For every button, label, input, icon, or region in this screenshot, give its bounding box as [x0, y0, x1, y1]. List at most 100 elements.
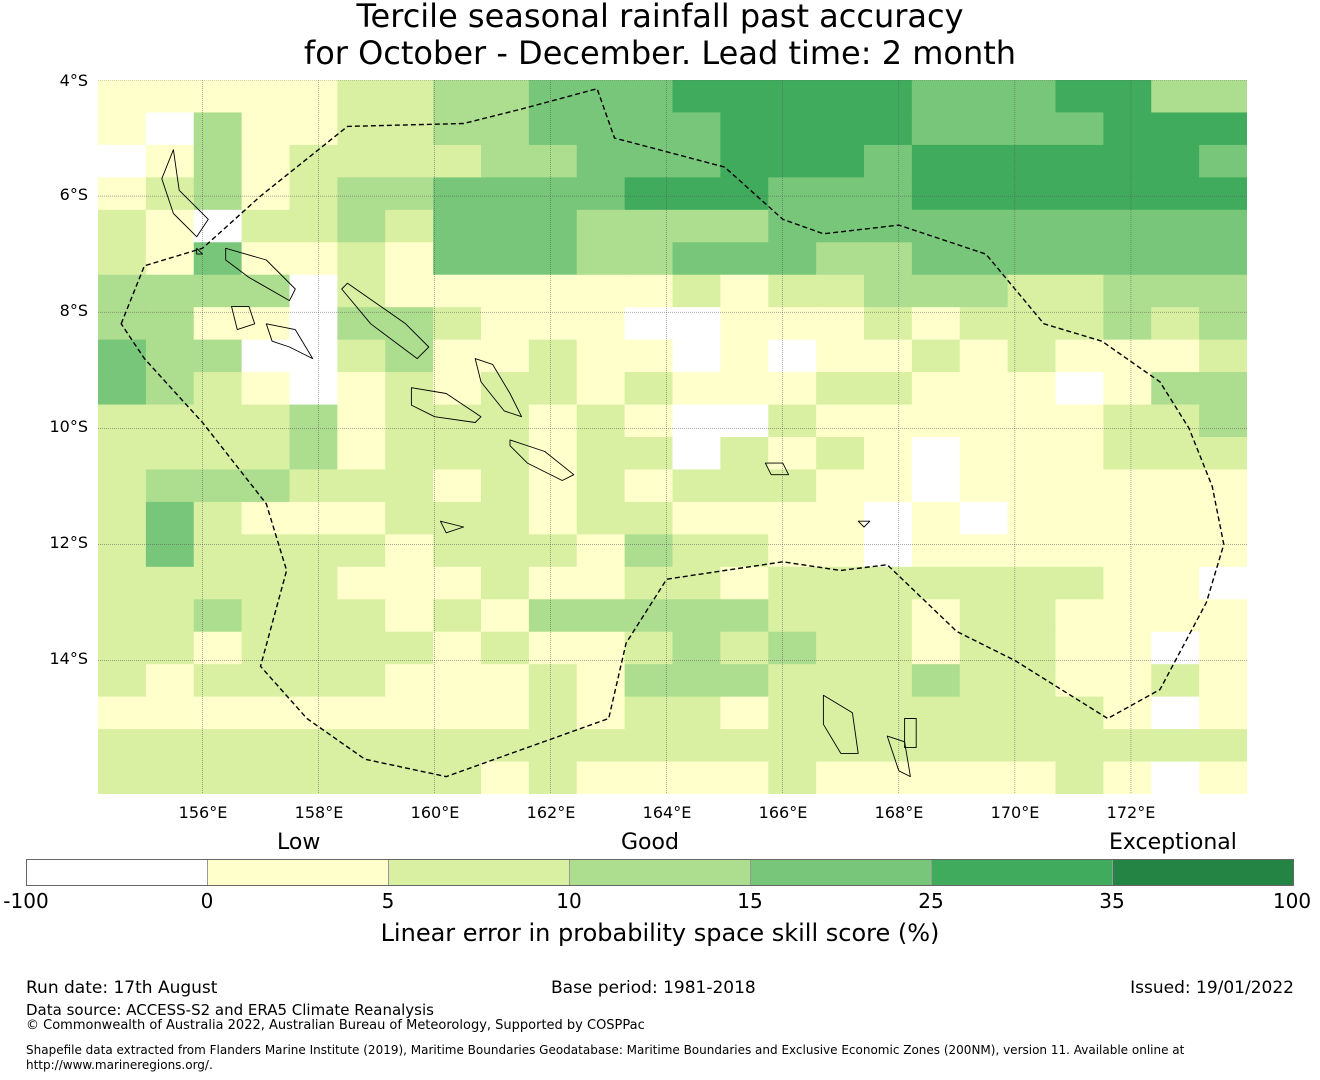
skill-cell: [1055, 501, 1104, 535]
skill-cell: [528, 534, 578, 568]
skill-cell: [289, 729, 338, 763]
colorbar-swatch: [751, 860, 932, 885]
skill-cell: [720, 404, 769, 438]
skill-cell: [624, 404, 674, 438]
skill-cell: [289, 761, 338, 794]
island-outline: [410, 387, 482, 423]
skill-cell: [1151, 339, 1200, 373]
skill-cell: [481, 209, 530, 243]
skill-cell: [576, 209, 626, 243]
skill-cell: [241, 177, 291, 211]
skill-cell: [959, 761, 1009, 794]
skill-cell: [1151, 242, 1200, 276]
skill-cell: [768, 307, 817, 341]
skill-cell: [433, 144, 482, 178]
skill-cell: [289, 307, 338, 341]
shapefile-url: http://www.marineregions.org/.: [26, 1058, 213, 1072]
skill-cell: [1007, 664, 1057, 698]
skill-cell: [1007, 80, 1057, 114]
island-outline: [904, 718, 917, 749]
skill-cell: [145, 501, 195, 535]
skill-cell: [911, 566, 961, 600]
legend-title: Linear error in probability space skill …: [380, 919, 940, 947]
skill-cell: [528, 177, 578, 211]
skill-cell: [624, 177, 674, 211]
skill-cell: [672, 664, 721, 698]
skill-cell: [241, 664, 291, 698]
skill-cell: [672, 144, 721, 178]
skill-cell: [1055, 631, 1104, 665]
skill-cell: [337, 80, 386, 114]
skill-cell: [337, 112, 386, 146]
skill-cell: [1151, 177, 1200, 211]
skill-cell: [768, 144, 817, 178]
skill-cell: [385, 112, 434, 146]
skill-cell: [1055, 177, 1104, 211]
map-gridlines: [98, 80, 1247, 794]
colorbar-tick: 10: [556, 889, 582, 913]
legend-category-low: Low: [277, 830, 321, 855]
skill-cell: [241, 274, 291, 308]
skill-cell: [1103, 729, 1152, 763]
base-period: Base period: 1981-2018: [551, 978, 756, 998]
skill-cell: [98, 112, 147, 146]
skill-cell: [720, 761, 769, 794]
skill-cell: [1007, 112, 1057, 146]
skill-cell: [98, 761, 147, 794]
skill-cell: [576, 566, 626, 600]
skill-cell: [145, 274, 195, 308]
skill-cell: [816, 339, 865, 373]
skill-cell: [528, 566, 578, 600]
skill-cell: [1007, 209, 1057, 243]
skill-cell: [720, 209, 769, 243]
skill-cell: [911, 274, 961, 308]
skill-cell: [1199, 729, 1247, 763]
skill-cell: [241, 404, 291, 438]
skill-cell: [1055, 566, 1104, 600]
skill-cell: [720, 112, 769, 146]
skill-cell: [433, 761, 482, 794]
skill-cell: [145, 372, 195, 406]
skill-cell: [672, 761, 721, 794]
skill-cell: [1199, 761, 1247, 794]
skill-cell: [385, 534, 434, 568]
skill-cell: [481, 664, 530, 698]
skill-cell: [98, 404, 147, 438]
skill-cell: [289, 696, 338, 730]
skill-cell: [1199, 469, 1247, 503]
island-outline: [886, 735, 911, 778]
skill-cell: [1199, 534, 1247, 568]
skill-cell: [1055, 274, 1104, 308]
skill-cell: [576, 696, 626, 730]
skill-cell: [624, 339, 674, 373]
skill-cell: [528, 631, 578, 665]
skill-cell: [385, 404, 434, 438]
island-outline: [231, 305, 256, 331]
skill-cell: [1007, 469, 1057, 503]
skill-cell: [98, 696, 147, 730]
skill-cell: [624, 664, 674, 698]
skill-cell: [672, 307, 721, 341]
skill-cell: [720, 80, 769, 114]
skill-cell: [576, 534, 626, 568]
skill-cell: [959, 112, 1009, 146]
skill-cell: [816, 372, 865, 406]
lon-label-172e: 172°E: [1106, 803, 1156, 822]
skill-cell: [1151, 144, 1200, 178]
skill-cell: [576, 339, 626, 373]
skill-cell: [816, 144, 865, 178]
lon-label-166e: 166°E: [758, 803, 808, 822]
skill-cell: [1151, 534, 1200, 568]
skill-cell: [720, 307, 769, 341]
skill-cell: [1007, 631, 1057, 665]
skill-cell: [864, 664, 913, 698]
skill-cell: [145, 177, 195, 211]
skill-cell: [768, 729, 817, 763]
copyright: © Commonwealth of Australia 2022, Austra…: [26, 1018, 645, 1033]
skill-cell: [385, 372, 434, 406]
skill-cell: [959, 599, 1009, 633]
skill-cell: [241, 242, 291, 276]
skill-cell: [1199, 599, 1247, 633]
skill-cell: [672, 112, 721, 146]
skill-cell: [193, 566, 243, 600]
